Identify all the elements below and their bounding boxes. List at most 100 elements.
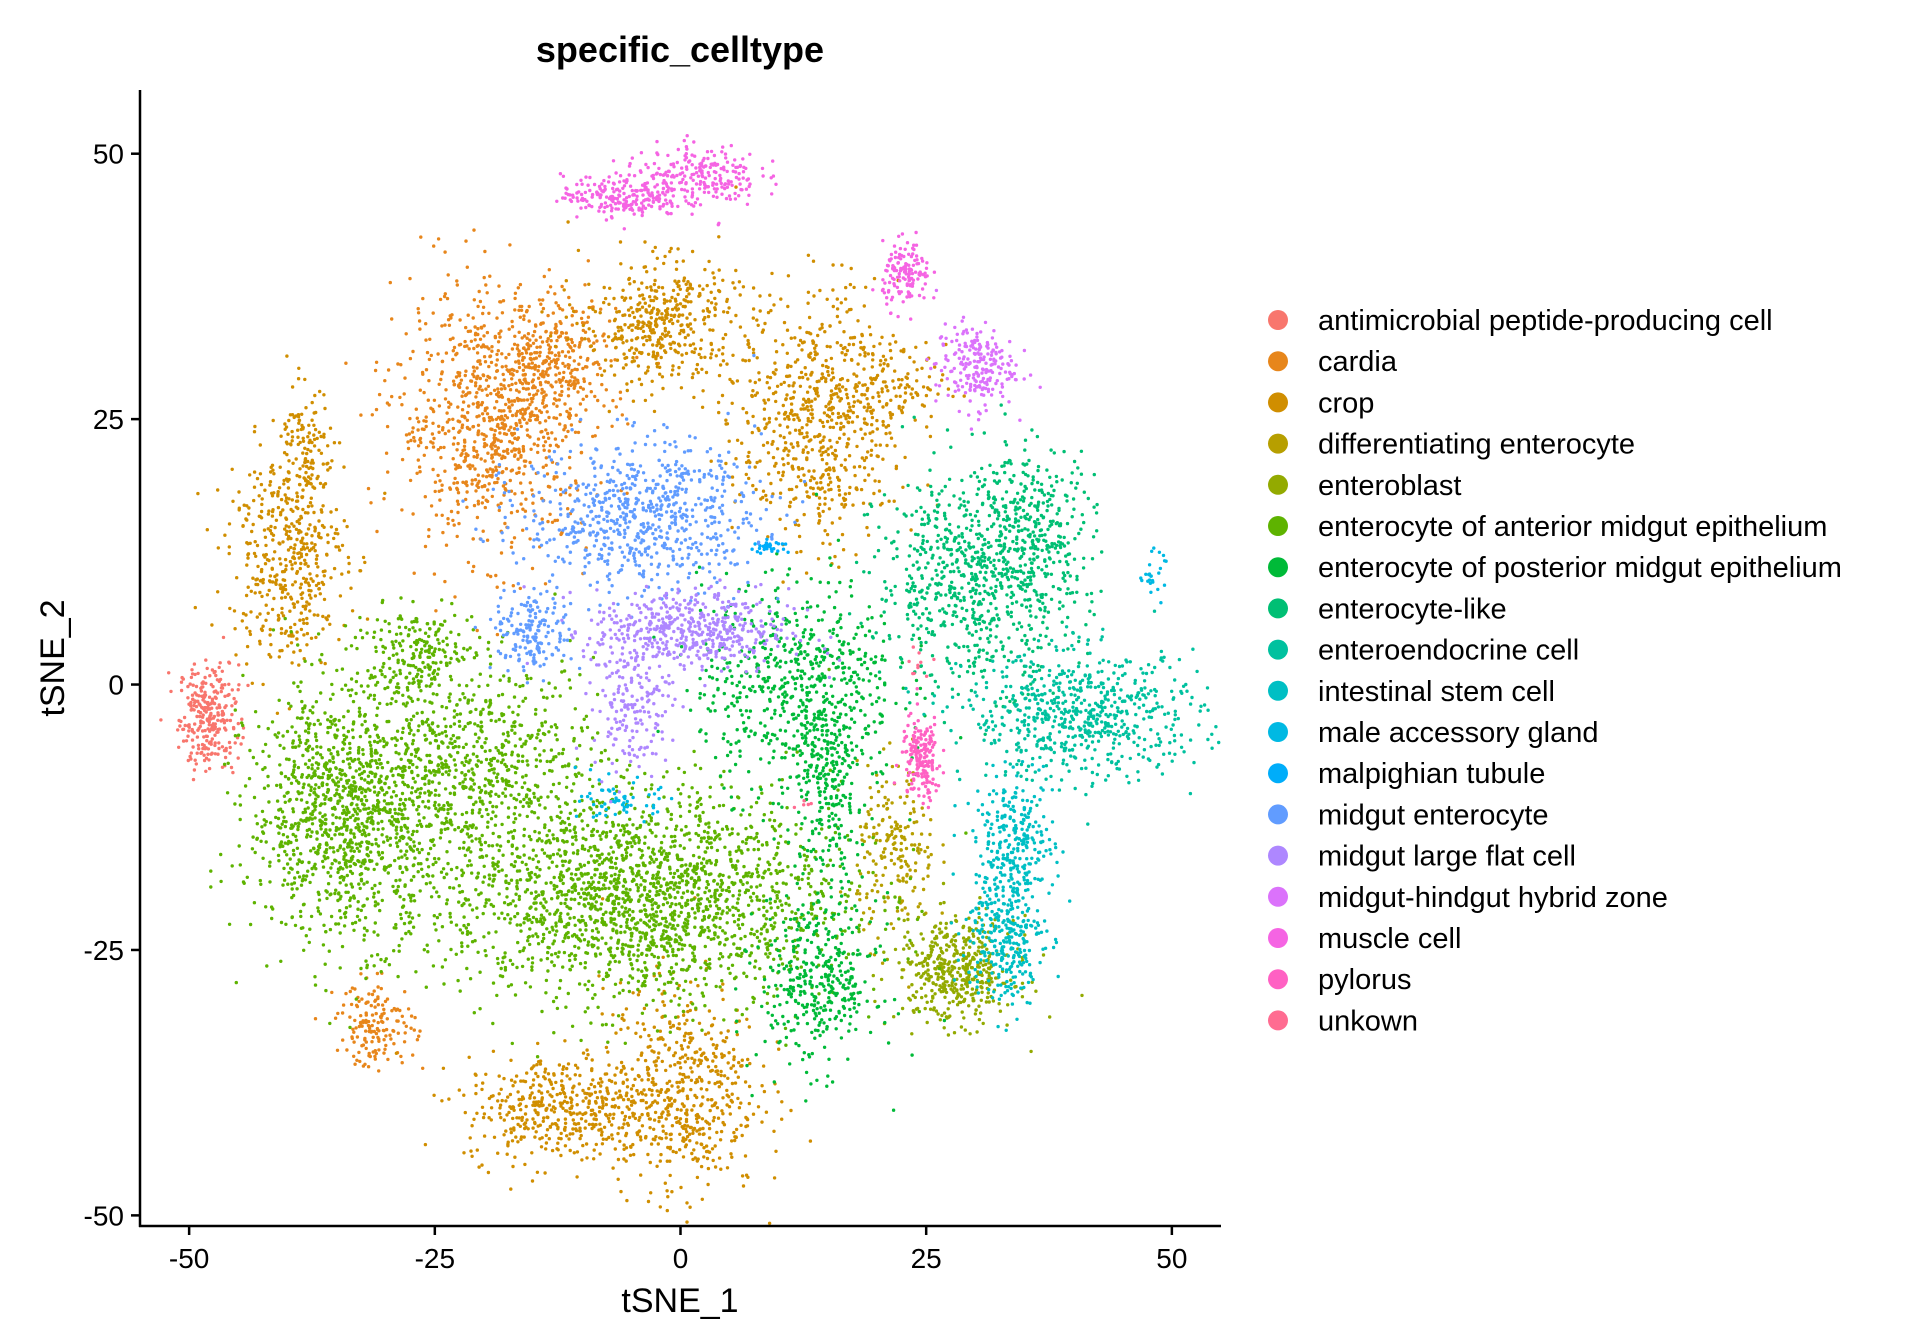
data-point [900, 908, 904, 912]
data-point [940, 930, 944, 934]
data-point [702, 322, 707, 326]
data-point [765, 441, 770, 445]
data-point [645, 270, 649, 274]
data-point [439, 455, 443, 460]
data-point [510, 1139, 515, 1143]
data-point [299, 611, 303, 615]
data-point [670, 295, 674, 300]
data-point [881, 423, 885, 427]
data-point [829, 389, 834, 393]
data-point [528, 1096, 532, 1100]
data-point [381, 1020, 385, 1024]
data-point [823, 496, 827, 501]
data-point [304, 464, 309, 469]
data-point [856, 399, 860, 403]
data-point [809, 419, 813, 424]
data-point [495, 352, 499, 357]
data-point [902, 349, 906, 353]
data-point [383, 1047, 387, 1052]
data-point [352, 1040, 356, 1044]
data-point [799, 549, 803, 554]
data-point [502, 1118, 506, 1122]
data-point [518, 420, 522, 425]
data-point [477, 1165, 481, 1169]
data-point [477, 387, 481, 391]
data-point [593, 394, 597, 399]
data-point [303, 446, 307, 450]
data-point [296, 415, 301, 419]
chart-title: specific_celltype [536, 29, 824, 70]
data-point [461, 400, 466, 404]
data-point [554, 322, 558, 327]
data-point [843, 414, 847, 418]
data-point [381, 1028, 386, 1033]
data-point [678, 1066, 683, 1070]
data-point [192, 662, 197, 666]
data-point [658, 372, 662, 376]
data-point [611, 1013, 615, 1017]
data-point [863, 351, 867, 355]
data-point [320, 580, 324, 585]
data-point [485, 538, 490, 542]
data-point [865, 422, 869, 426]
data-point [364, 1001, 368, 1005]
data-point [250, 681, 254, 685]
data-point [920, 951, 924, 955]
data-point [438, 479, 442, 483]
data-point [911, 395, 915, 400]
data-point [227, 522, 232, 526]
data-point [980, 986, 984, 990]
data-point [870, 439, 874, 443]
data-point [455, 534, 459, 539]
data-point [593, 1099, 598, 1104]
data-point [392, 1029, 396, 1033]
data-point [717, 235, 721, 239]
data-point [390, 1009, 394, 1013]
data-point [684, 351, 689, 356]
data-point [460, 394, 464, 398]
data-point [604, 1045, 609, 1050]
data-point [636, 993, 641, 997]
data-point [303, 580, 308, 584]
data-point [587, 1086, 591, 1091]
data-point [639, 1138, 643, 1142]
data-point [852, 465, 857, 469]
data-point [852, 400, 857, 404]
data-point [258, 612, 262, 616]
data-point [181, 677, 185, 681]
data-point [821, 473, 825, 477]
data-point [779, 478, 783, 482]
data-point [261, 624, 265, 628]
data-point [676, 372, 681, 376]
data-point [523, 365, 528, 369]
data-point [1014, 984, 1018, 989]
data-point [942, 900, 946, 905]
data-point [205, 734, 209, 739]
data-point [927, 977, 931, 981]
data-point [280, 606, 284, 611]
data-point [557, 354, 561, 358]
data-point [700, 1197, 704, 1202]
data-point [610, 1137, 615, 1141]
data-point [507, 1110, 511, 1115]
data-point [507, 400, 511, 404]
data-point [276, 613, 281, 618]
data-point [195, 735, 200, 739]
data-point [707, 1136, 712, 1140]
data-point [731, 1064, 736, 1068]
data-point [871, 910, 876, 914]
data-point [208, 707, 212, 711]
data-point [237, 663, 241, 667]
data-point [264, 543, 268, 548]
data-point [570, 323, 574, 327]
data-point [440, 488, 444, 492]
data-point [829, 356, 834, 361]
data-point [363, 1036, 367, 1041]
data-point [720, 352, 725, 356]
data-point [578, 340, 582, 345]
data-point [535, 1170, 540, 1175]
data-point [326, 614, 331, 618]
data-point [969, 965, 974, 970]
data-point [500, 456, 504, 461]
data-point [959, 987, 963, 991]
